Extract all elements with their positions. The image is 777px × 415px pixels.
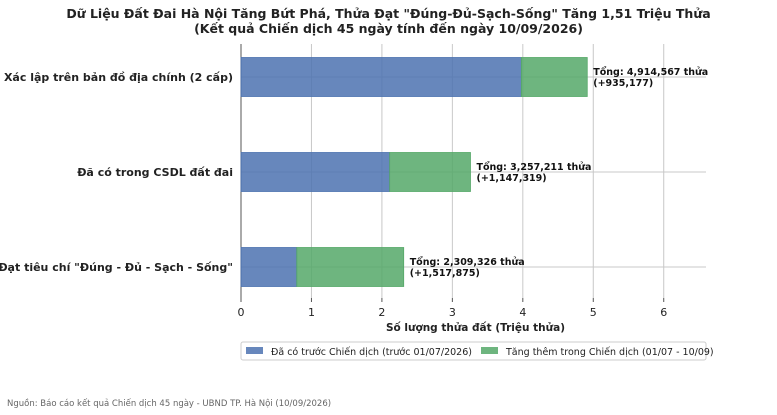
increase-annotation: (+1,147,319) [476, 173, 546, 184]
x-tick-label: 4 [519, 306, 526, 319]
x-tick-label: 2 [378, 306, 385, 319]
bar-existing [240, 152, 391, 192]
x-tick-label: 6 [660, 306, 667, 319]
legend-label: Tăng thêm trong Chiến dịch (01/07 - 10/0… [505, 347, 714, 358]
legend-label: Đã có trước Chiến dịch (trước 01/07/2026… [271, 347, 472, 358]
x-axis-label: Số lượng thửa đất (Triệu thửa) [386, 321, 565, 334]
category-label: Xác lập trên bản đồ địa chính (2 cấp) [4, 71, 233, 84]
chart-subtitle: (Kết quả Chiến dịch 45 ngày tính đến ngà… [194, 21, 583, 36]
legend-box [240, 341, 707, 361]
legend-swatch [246, 347, 263, 354]
total-annotation: Tổng: 3,257,211 thửa [476, 161, 591, 173]
x-tick-label: 3 [449, 306, 456, 319]
bar-added [520, 57, 588, 97]
bar-added [296, 247, 405, 287]
x-tick-label: 1 [308, 306, 315, 319]
total-annotation: Tổng: 4,914,567 thửa [593, 66, 708, 78]
x-tick-label: 0 [238, 306, 245, 319]
bar-existing [240, 247, 298, 287]
increase-annotation: (+1,517,875) [410, 268, 480, 279]
source-note: Nguồn: Báo cáo kết quả Chiến dịch 45 ngà… [7, 399, 332, 409]
category-label: Đạt tiêu chí "Đúng - Đủ - Sạch - Sống" [0, 261, 233, 274]
chart-title: Dữ Liệu Đất Đai Hà Nội Tăng Bứt Phá, Thử… [66, 6, 711, 21]
increase-annotation: (+935,177) [593, 78, 653, 89]
x-tick-label: 5 [590, 306, 597, 319]
total-annotation: Tổng: 2,309,326 thửa [410, 256, 525, 268]
bar-added [389, 152, 471, 192]
category-label: Đã có trong CSDL đất đai [77, 166, 233, 179]
legend-swatch [481, 347, 498, 354]
bar-existing [240, 57, 522, 97]
